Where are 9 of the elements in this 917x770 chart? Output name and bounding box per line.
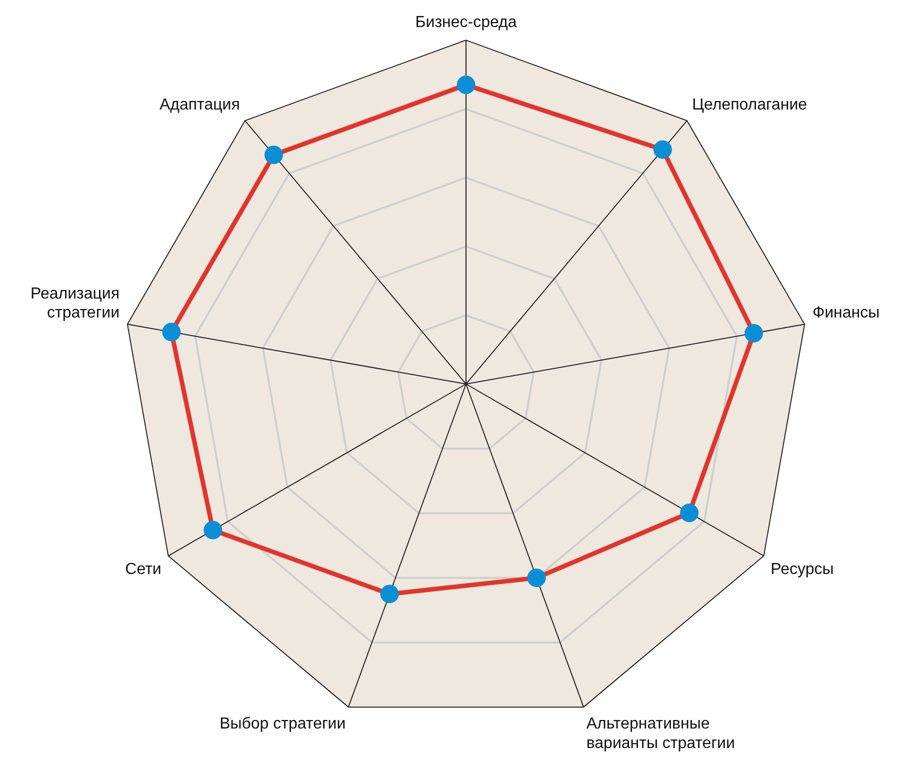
spoke-label: Альтернативные варианты стратегии — [586, 716, 735, 752]
spoke-label: Финансы — [812, 304, 880, 322]
spoke-label: Выбор стратегии — [220, 716, 346, 733]
spoke-label: Ресурсы — [770, 560, 834, 578]
spoke-label: Бизнес-среда — [415, 14, 517, 32]
spoke-label: Целеполагание — [692, 96, 808, 114]
spoke-label: Сети — [125, 560, 162, 578]
spoke-label: Реализация стратегии — [30, 286, 120, 322]
spoke-label: Адаптация — [159, 96, 240, 114]
